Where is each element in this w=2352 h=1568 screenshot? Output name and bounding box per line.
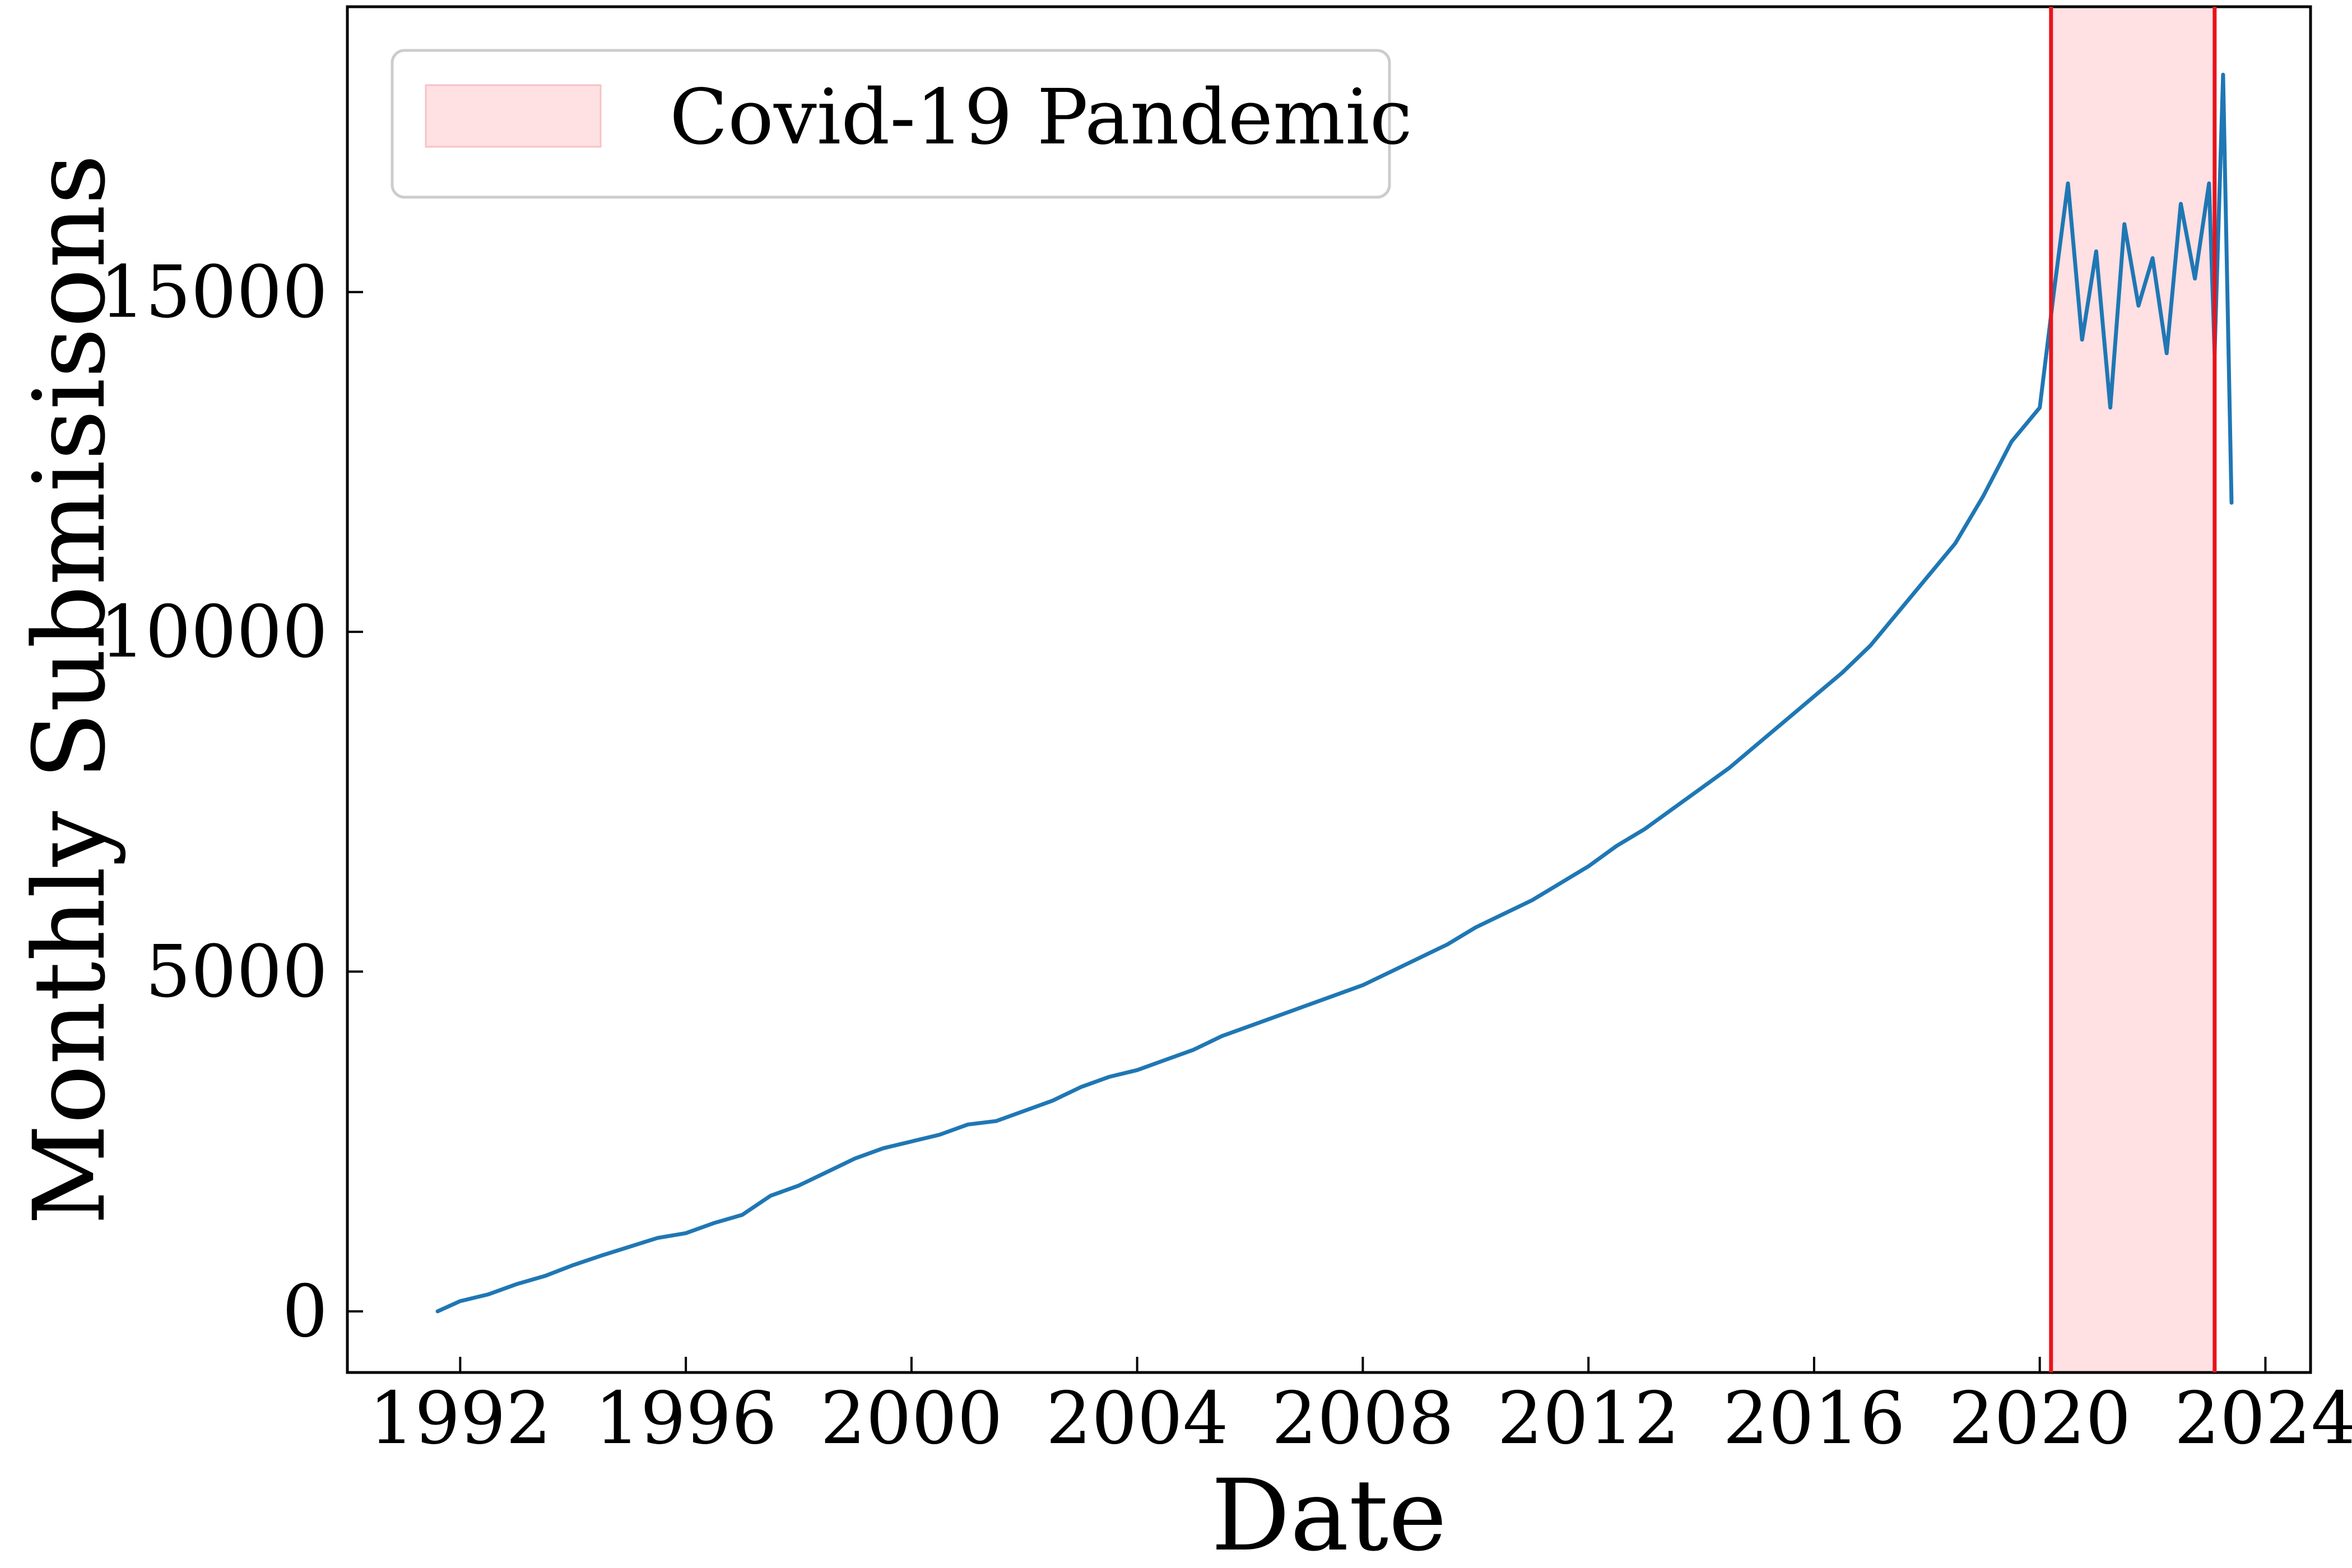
x-axis: 1992 1996 2000 2004 2008 2012 2016 2020 2024 (369, 1357, 2352, 1460)
x-tick-label: 2000 (820, 1377, 1003, 1460)
y-axis: 0 5000 10000 15000 (100, 250, 363, 1353)
x-tick-label: 1992 (369, 1377, 552, 1460)
y-tick-label: 0 (282, 1270, 328, 1353)
pandemic-span (2051, 7, 2215, 1372)
legend-box (391, 49, 1391, 199)
x-tick-label: 1996 (594, 1377, 777, 1460)
plot-frame (346, 5, 2312, 1374)
y-axis-label: Monthly Submisisons (12, 154, 127, 1225)
y-tick-label: 5000 (145, 930, 328, 1013)
x-tick-label: 2004 (1046, 1377, 1229, 1460)
legend-swatch (425, 84, 602, 148)
x-tick-label: 2008 (1272, 1377, 1454, 1460)
pandemic-shading (2051, 7, 2215, 1372)
x-tick-label: 2020 (1949, 1377, 2131, 1460)
x-axis-label: Date (1211, 1458, 1447, 1568)
series-line-0 (435, 72, 2234, 1314)
y-tick-label: 15000 (100, 250, 328, 334)
series-layer (435, 72, 2234, 1314)
legend-label: Covid-19 Pandemic (670, 73, 1412, 162)
x-tick-label: 2024 (2174, 1377, 2352, 1460)
x-tick-label: 2016 (1723, 1377, 1905, 1460)
x-tick-label: 2012 (1497, 1377, 1680, 1460)
legend: Covid-19 Pandemic (391, 49, 1412, 199)
y-tick-label: 10000 (100, 590, 328, 674)
